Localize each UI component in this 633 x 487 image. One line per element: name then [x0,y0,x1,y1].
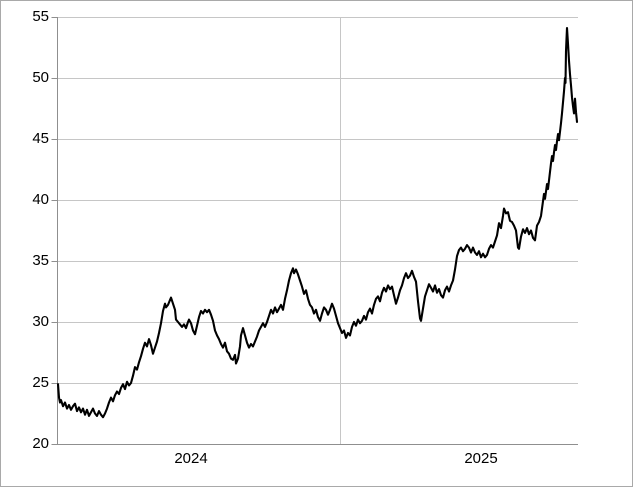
y-axis-label: 50 [32,69,49,86]
price-line [56,26,579,419]
x-axis-label-2024: 2024 [174,450,208,467]
y-axis-label: 25 [32,374,49,391]
y-axis-label: 20 [32,435,49,452]
y-axis-label: 30 [32,313,49,330]
gridlines [57,17,578,444]
x-axis-label-2025: 2025 [464,450,498,467]
y-axis-label: 55 [32,8,49,25]
y-axis-label: 45 [32,130,49,147]
axes [51,17,578,445]
y-axis-label: 35 [32,252,49,269]
y-axis-label: 40 [32,191,49,208]
